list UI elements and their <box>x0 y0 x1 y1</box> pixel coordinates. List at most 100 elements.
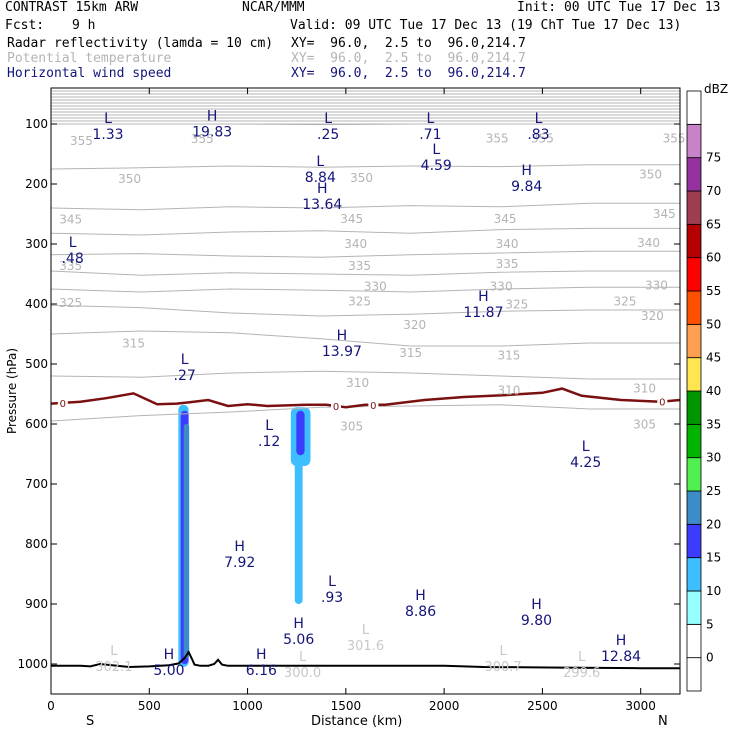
wind-extremum-type: L <box>324 111 332 127</box>
colorbar-level-label: 0 <box>706 651 714 665</box>
wind-extremum-type: L <box>432 142 440 158</box>
axes: 0 500 1000 1500 2000 2500 3000 100 200 300 400 500 6… <box>17 88 680 713</box>
theta-label: 315 <box>498 349 521 363</box>
theta-label: 330 <box>364 280 387 294</box>
colorbar-swatch <box>686 557 702 592</box>
colorbar-swatch <box>686 423 702 459</box>
colorbar-level-label: 45 <box>706 351 721 365</box>
field-reflectivity-xy: XY= 96.0, 2.5 to 96.0,214.7 <box>291 36 526 51</box>
wind-extremum-value: 9.84 <box>511 179 542 195</box>
wind-extremum-value: .27 <box>174 368 196 384</box>
reflectivity-cell-5 <box>294 460 303 604</box>
theta-label: 335 <box>496 257 519 271</box>
theta-extremum-type: L <box>362 623 370 638</box>
forecast-hour: 9 h <box>72 18 96 33</box>
colorbar-level-label: 65 <box>706 217 721 231</box>
x-tick-label: 0 <box>47 699 55 713</box>
colorbar-swatch <box>686 190 702 225</box>
wind-extremum-type: H <box>531 597 542 613</box>
freezing-level <box>51 387 680 409</box>
freezing-label-bg <box>657 395 668 407</box>
freezing-level-label: 0 <box>370 401 376 412</box>
freezing-label-bg <box>368 398 379 410</box>
wind-extremum-value: 1.33 <box>92 127 123 143</box>
colorbar-level-label: 75 <box>706 151 721 165</box>
theta-label: 330 <box>645 278 668 292</box>
theta-contour-325 <box>51 286 680 293</box>
theta-extremum-type: L <box>299 650 307 665</box>
theta-extremum-type: L <box>578 650 586 665</box>
reflectivity-cell-4 <box>296 410 305 456</box>
wind-extremum-type: H <box>616 633 627 649</box>
theta-label: 345 <box>59 212 82 226</box>
x-tick-label: 2000 <box>429 699 460 713</box>
wind-extremum-value: 5.00 <box>153 663 184 679</box>
colorbar-level-label: 30 <box>706 451 721 465</box>
x-axis-left-end: S <box>86 714 94 729</box>
wind-extremum-value: 8.86 <box>405 604 436 620</box>
y-tick-label: 200 <box>25 177 48 191</box>
wind-extremum-type: H <box>293 616 304 632</box>
colorbar-swatch <box>686 123 702 159</box>
wind-extremum-type: L <box>316 154 324 170</box>
valid-time: Valid: 09 UTC Tue 17 Dec 13 (19 ChT Tue … <box>290 18 682 33</box>
organization: NCAR/MMM <box>242 0 305 15</box>
wind-extremum-type: H <box>256 647 267 663</box>
field-wind-name: Horizontal wind speed <box>7 66 172 81</box>
colorbar-swatch <box>686 357 702 392</box>
wind-extremum-value: 19.83 <box>192 124 232 140</box>
wind-extremum-value: .71 <box>419 127 441 143</box>
y-tick-label: 900 <box>25 597 48 611</box>
theta-label: 355 <box>70 134 93 148</box>
colorbar-swatch <box>686 523 702 559</box>
theta-contour-305 <box>51 404 680 422</box>
theta-contour-335 <box>51 250 680 258</box>
colorbar-level-label: 35 <box>706 417 721 431</box>
colorbar-level-label: 60 <box>706 251 721 265</box>
colorbar-level-label: 55 <box>706 284 721 298</box>
plot-frame <box>50 87 681 695</box>
colorbar-swatch <box>686 257 702 292</box>
theta-label: 345 <box>653 207 676 221</box>
colorbar-level-label: 40 <box>706 384 721 398</box>
forecast-label: Fcst: <box>5 18 45 33</box>
theta-extremum-type: L <box>499 644 507 659</box>
colorbar-level-label: 50 <box>706 317 721 331</box>
colorbar-level-label: 5 <box>706 617 714 631</box>
reflectivity-shading <box>178 404 311 667</box>
colorbar-swatch <box>686 290 702 325</box>
field-theta-xy: XY= 96.0, 2.5 to 96.0,214.7 <box>291 51 526 66</box>
colorbar-swatch <box>686 323 702 359</box>
colorbar-level-label: 70 <box>706 184 721 198</box>
theta-label: 320 <box>641 309 664 323</box>
theta-contour-330 <box>51 270 680 276</box>
wind-extremum-type: L <box>426 111 434 127</box>
colorbar-level-label: 15 <box>706 551 721 565</box>
theta-label: 345 <box>340 212 363 226</box>
model-name: CONTRAST 15km ARW <box>5 0 139 15</box>
theta-label: 315 <box>122 337 145 351</box>
theta-extremum-type: L <box>110 644 118 659</box>
theta-label: 305 <box>633 418 656 432</box>
freezing-level-label: 0 <box>659 398 665 409</box>
theta-label: 350 <box>639 167 662 181</box>
theta-extremum-value: 301.6 <box>347 639 384 654</box>
theta-label: 340 <box>637 236 660 250</box>
colorbar-swatch <box>686 490 702 525</box>
terrain-profile <box>51 649 680 670</box>
theta-label: 350 <box>350 171 373 185</box>
wind-extremum-value: 5.06 <box>283 632 314 648</box>
wind-extremum-value: .25 <box>317 127 339 143</box>
wind-extremum-value: 12.84 <box>601 649 641 665</box>
wind-extremum-type: H <box>478 289 489 305</box>
colorbar-level-label: 20 <box>706 517 721 531</box>
theta-label: 315 <box>399 346 422 360</box>
x-tick-label: 500 <box>138 699 161 713</box>
colorbar-swatch <box>686 390 702 425</box>
field-theta-name: Potential temperature <box>7 51 172 66</box>
wind-extremum-type: L <box>181 352 189 368</box>
wind-extremum-type: H <box>415 588 426 604</box>
theta-label: 330 <box>490 280 513 294</box>
theta-label: 340 <box>344 237 367 251</box>
